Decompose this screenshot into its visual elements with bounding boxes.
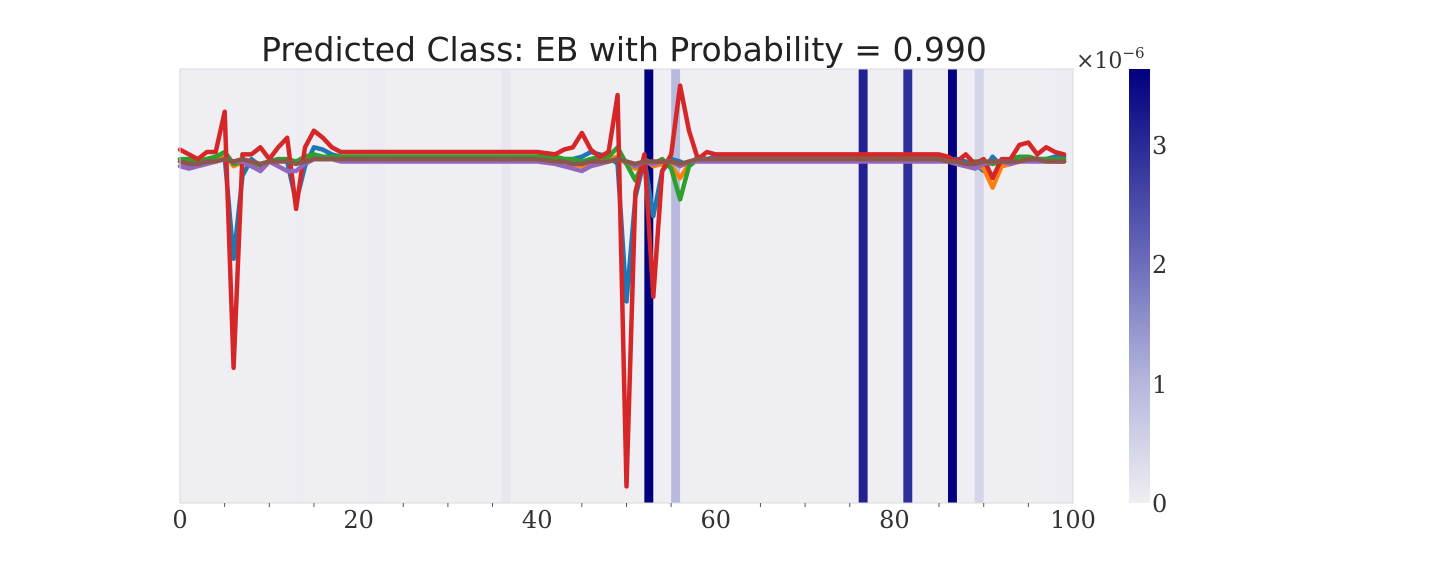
plot-area [177,68,1074,504]
x-tick-40: 40 [522,506,553,534]
colorbar-multiplier: ×10−6 [1076,44,1145,74]
importance-band-3 [501,69,511,503]
importance-band-2 [367,69,386,503]
colorbar: 0 1 2 3 ×10−6 [1076,44,1167,518]
series-lines [177,83,1067,489]
importance-band-7 [903,69,913,503]
importance-band-10 [1055,69,1073,503]
importance-band-9 [974,69,984,503]
importance-band-1 [296,69,306,503]
colorbar-tick-0: 0 [1152,490,1167,518]
colorbar-multiplier-exponent: −6 [1122,44,1144,62]
importance-band-4 [644,69,654,503]
x-tick-80: 80 [879,506,910,534]
colorbar-multiplier-base: ×10 [1076,49,1122,74]
importance-band-5 [671,69,681,503]
colorbar-gradient [1129,69,1150,503]
importance-band-8 [947,69,957,503]
series-line-3 [177,83,1067,489]
x-tick-100: 100 [1050,506,1096,534]
importance-band-6 [858,69,868,503]
x-tick-0: 0 [172,506,187,534]
x-tick-60: 60 [701,506,732,534]
x-axis: 0 20 40 60 80 100 [172,503,1096,534]
colorbar-tick-2: 2 [1152,251,1167,279]
chart-title: Predicted Class: EB with Probability = 0… [261,30,987,69]
series-line-5 [177,156,1067,167]
x-tick-20: 20 [343,506,374,534]
x-minor-ticks [224,503,1029,507]
colorbar-tick-1: 1 [1152,371,1167,399]
colorbar-tick-3: 3 [1152,132,1167,160]
